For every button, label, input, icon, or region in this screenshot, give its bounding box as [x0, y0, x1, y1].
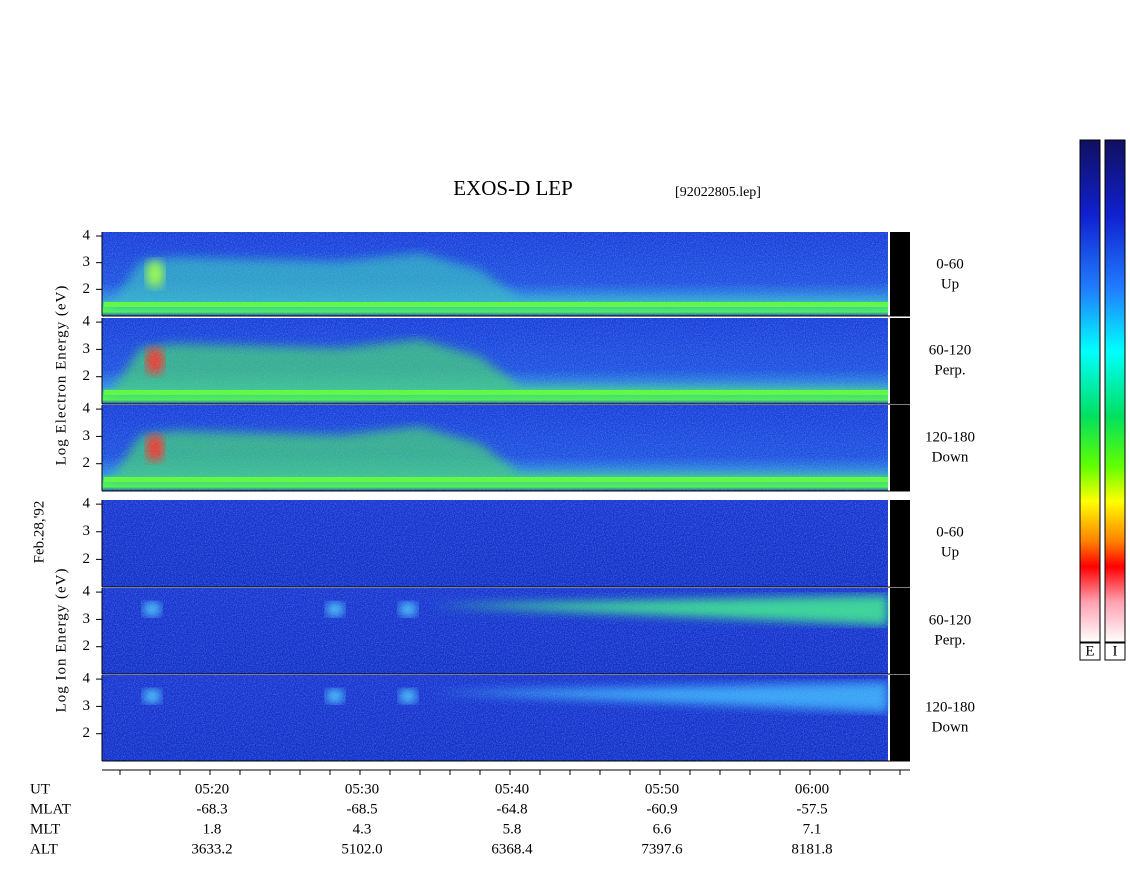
row-label: UT — [30, 781, 50, 797]
y-tick-label: 4 — [83, 314, 91, 330]
color-bar — [1079, 139, 1101, 643]
y-tick-label: 3 — [83, 523, 91, 539]
orbit-value: -57.5 — [796, 801, 827, 817]
orbit-value: 3633.2 — [191, 841, 232, 857]
y-tick-label: 4 — [83, 671, 91, 687]
no-data — [890, 232, 910, 316]
panel-range: 60-120 — [929, 612, 972, 628]
electron-axis-label: Log Electron Energy (eV) — [53, 285, 69, 466]
y-tick-label: 3 — [83, 428, 91, 444]
no-data — [890, 500, 910, 587]
orbit-value: 05:30 — [345, 781, 379, 797]
orbit-value: 05:40 — [495, 781, 529, 797]
y-tick-label: 3 — [83, 698, 91, 714]
orbit-value: 6.6 — [653, 821, 672, 837]
panel-direction: Up — [941, 544, 959, 560]
orbit-value: 4.3 — [353, 821, 372, 837]
color-bar-label-box — [1079, 642, 1101, 661]
y-tick-label: 2 — [83, 551, 91, 567]
orbit-value: 1.8 — [203, 821, 222, 837]
spectrogram-noise — [102, 500, 888, 587]
orbit-value: 7397.6 — [641, 841, 683, 857]
spectrogram-noise — [102, 675, 888, 761]
orbit-value: 06:00 — [795, 781, 829, 797]
no-data — [890, 318, 910, 404]
orbit-value: -68.3 — [196, 801, 227, 817]
panel-range: 120-180 — [925, 429, 975, 445]
y-tick-label: 4 — [83, 401, 91, 417]
row-label: MLT — [30, 821, 60, 837]
color-bar-label-box — [1104, 642, 1126, 661]
orbit-value: 05:50 — [645, 781, 679, 797]
panel-range: 60-120 — [929, 342, 972, 358]
y-tick-label: 3 — [83, 611, 91, 627]
file-name: [92022805.lep] — [675, 185, 761, 200]
y-tick-label: 2 — [83, 368, 91, 384]
orbit-value: 8181.8 — [791, 841, 832, 857]
panel-direction: Perp. — [934, 632, 965, 648]
y-tick-label: 2 — [83, 638, 91, 654]
y-tick-label: 2 — [83, 725, 91, 741]
y-tick-label: 4 — [83, 584, 91, 600]
panel-direction: Perp. — [934, 362, 965, 378]
y-tick-label: 3 — [83, 341, 91, 357]
panel-range: 120-180 — [925, 699, 975, 715]
orbit-value: -64.8 — [496, 801, 527, 817]
orbit-value: 5.8 — [503, 821, 522, 837]
y-tick-label: 4 — [83, 227, 91, 243]
y-tick-label: 4 — [83, 496, 91, 512]
orbit-value: 05:20 — [195, 781, 229, 797]
spectrogram-noise — [102, 405, 888, 491]
no-data — [890, 675, 910, 761]
y-tick-label: 3 — [83, 254, 91, 270]
title: EXOS-D LEP — [453, 176, 573, 200]
date: Feb.28,'92 — [31, 501, 47, 564]
color-bar-label: E — [1085, 643, 1094, 659]
spectrogram-noise — [102, 232, 888, 316]
panel-range: 0-60 — [936, 524, 964, 540]
panel-direction: Down — [932, 719, 969, 735]
orbit-value: -60.9 — [646, 801, 677, 817]
ion-axis-label: Log Ion Energy (eV) — [53, 568, 69, 713]
orbit-value: 7.1 — [803, 821, 822, 837]
y-tick-label: 2 — [83, 455, 91, 471]
spectrogram-noise — [102, 318, 888, 404]
orbit-value: 6368.4 — [491, 841, 533, 857]
row-label: ALT — [30, 841, 58, 857]
panel-range: 0-60 — [936, 256, 964, 272]
color-bar-label: I — [1113, 643, 1118, 659]
no-data — [890, 405, 910, 491]
orbit-value: 5102.0 — [341, 841, 382, 857]
panel-direction: Up — [941, 276, 959, 292]
spectrogram-noise — [102, 588, 888, 674]
color-bar — [1104, 139, 1126, 643]
row-label: MLAT — [30, 801, 71, 817]
orbit-value: -68.5 — [346, 801, 377, 817]
y-tick-label: 2 — [83, 281, 91, 297]
panel-direction: Down — [932, 449, 969, 465]
no-data — [890, 588, 910, 674]
